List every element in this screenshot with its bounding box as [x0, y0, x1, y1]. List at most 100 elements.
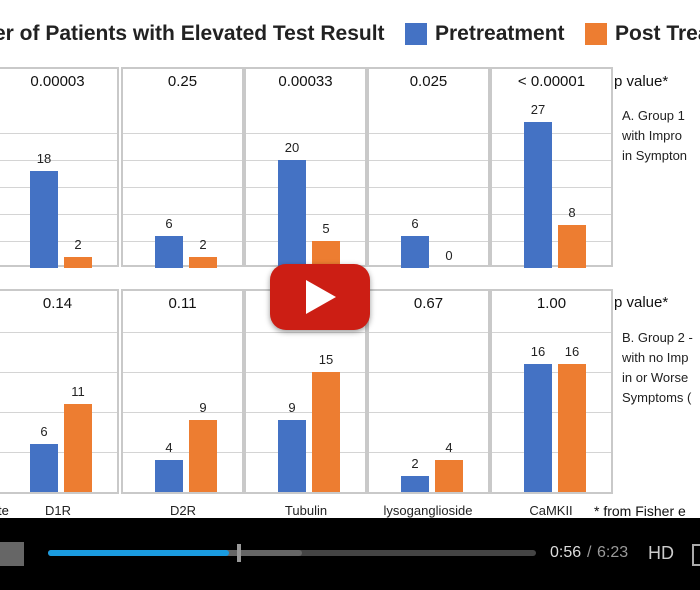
p-value: 0.25 — [167, 73, 198, 90]
gridline — [123, 133, 242, 134]
bar-post-treatment-d2r — [189, 420, 217, 492]
gridline — [123, 332, 242, 333]
bar-post-treatment-d2r — [189, 257, 217, 268]
chart-title: er of Patients with Elevated Test Result — [0, 22, 385, 45]
bar-value-label: 18 — [36, 150, 52, 166]
gridline — [0, 452, 117, 453]
bar-value-label: 6 — [165, 215, 173, 231]
gridline — [0, 372, 117, 373]
seek-bar[interactable] — [48, 544, 536, 562]
legend-pretreatment: Pretreatment — [405, 22, 565, 46]
gridline — [0, 160, 117, 161]
gridline — [123, 372, 242, 373]
cut-label: te — [0, 503, 9, 518]
bar-pretreatment-lysoganglioside — [401, 235, 429, 268]
chart-panel-d1r: 0.00003 18 2 — [0, 67, 119, 268]
legend-swatch — [405, 23, 427, 45]
bar-value-label: 5 — [322, 221, 330, 236]
bar-post-treatment-camkii — [558, 224, 586, 268]
play-pause-icon[interactable] — [0, 542, 24, 566]
gridline — [0, 133, 117, 134]
bar-value-label: 8 — [568, 204, 576, 220]
bar-value-label: 4 — [445, 440, 453, 455]
gridline — [369, 133, 488, 134]
gridline — [123, 412, 242, 413]
chart-panel-lysoganglioside: 0.025 6 0 — [367, 67, 490, 268]
p-value: 0.00003 — [30, 73, 85, 90]
gridline — [0, 214, 117, 215]
bar-pretreatment-d2r — [155, 235, 183, 268]
x-axis-label: D1R — [44, 503, 71, 518]
bar-pretreatment-camkii — [524, 122, 552, 268]
gridline — [369, 452, 488, 453]
gridline — [369, 332, 488, 333]
group-a-note: A. Group 1 with Impro in Sympton — [622, 108, 688, 163]
fullscreen-icon[interactable] — [692, 544, 700, 566]
bar-value-label: 6 — [411, 215, 419, 231]
bar-value-label: 0 — [445, 248, 453, 263]
gridline — [0, 241, 117, 242]
gridline — [369, 214, 488, 215]
legend-post-treatment: Post Trea — [585, 22, 700, 46]
p-value: 0.14 — [42, 295, 73, 312]
p-value: 0.11 — [168, 295, 197, 312]
gridline — [246, 372, 365, 373]
bar-pretreatment-lysoganglioside — [401, 476, 429, 492]
gridline — [0, 332, 117, 333]
bar-value-label: 2 — [411, 456, 419, 471]
gridline — [123, 452, 242, 453]
gridline — [123, 160, 242, 161]
bar-value-label: 4 — [165, 440, 173, 455]
footnote: * from Fisher e — [594, 503, 686, 518]
gridline — [123, 214, 242, 215]
legend-label: Pretreatment — [435, 22, 565, 45]
bar-pretreatment-camkii — [524, 364, 552, 492]
bar-value-label: 27 — [530, 102, 546, 118]
current-time: 0:56 — [550, 544, 582, 561]
x-axis-label: D2R — [169, 503, 196, 518]
gridline — [369, 160, 488, 161]
gridline — [0, 412, 117, 413]
seek-handle[interactable] — [236, 544, 241, 562]
bar-value-label: 11 — [71, 384, 85, 399]
youtube-play-button[interactable] — [270, 264, 370, 330]
p-value: 1.00 — [536, 295, 567, 312]
time-separator: / — [587, 544, 592, 561]
bar-pretreatment-d1r — [30, 444, 58, 492]
gridline — [246, 133, 365, 134]
gridline — [369, 187, 488, 188]
bar-value-label: 9 — [199, 400, 207, 415]
bar-value-label: 16 — [530, 344, 546, 359]
legend-swatch — [585, 23, 607, 45]
group-b-note: B. Group 2 - with no Imp in or Worse Sym… — [622, 330, 693, 405]
bar-value-label: 6 — [40, 424, 48, 439]
bar-post-treatment-tubulin — [312, 372, 340, 492]
duration: 6:23 — [597, 544, 629, 561]
played-range — [48, 550, 229, 556]
p-value-label-a: p value* — [614, 73, 669, 90]
chart-panel-camkii: < 0.00001 27 8 — [490, 67, 613, 268]
gridline — [369, 412, 488, 413]
hd-quality-button[interactable]: HD — [648, 543, 674, 563]
bar-post-treatment-d1r — [64, 257, 92, 268]
chart-panel-lysoganglioside: 0.67 2 4 — [367, 289, 490, 494]
bar-value-label: 16 — [564, 344, 580, 359]
chart-panel-d1r: 0.14 6 11 — [0, 289, 119, 494]
bar-post-treatment-d1r — [64, 404, 92, 492]
bar-pretreatment-d1r — [30, 170, 58, 268]
chart-panel-d2r: 0.25 6 2 — [121, 67, 244, 268]
video-frame[interactable]: er of Patients with Elevated Test Result… — [0, 0, 700, 518]
bar-pretreatment-tubulin — [278, 420, 306, 492]
chart-panel-d2r: 0.11 4 9 — [121, 289, 244, 494]
gridline — [369, 372, 488, 373]
legend-label: Post Trea — [615, 22, 700, 45]
bar-value-label: 9 — [288, 400, 296, 415]
p-value: 0.67 — [413, 295, 444, 312]
chart-panel-tubulin: 0.00033 20 5 — [244, 67, 367, 268]
p-value: 0.00033 — [278, 73, 333, 90]
x-axis-label: lysoganglioside — [383, 503, 473, 518]
bar-value-label: 20 — [284, 140, 300, 155]
gridline — [492, 332, 611, 333]
bar-post-treatment-lysoganglioside — [435, 460, 463, 492]
bar-value-label: 2 — [199, 237, 207, 253]
